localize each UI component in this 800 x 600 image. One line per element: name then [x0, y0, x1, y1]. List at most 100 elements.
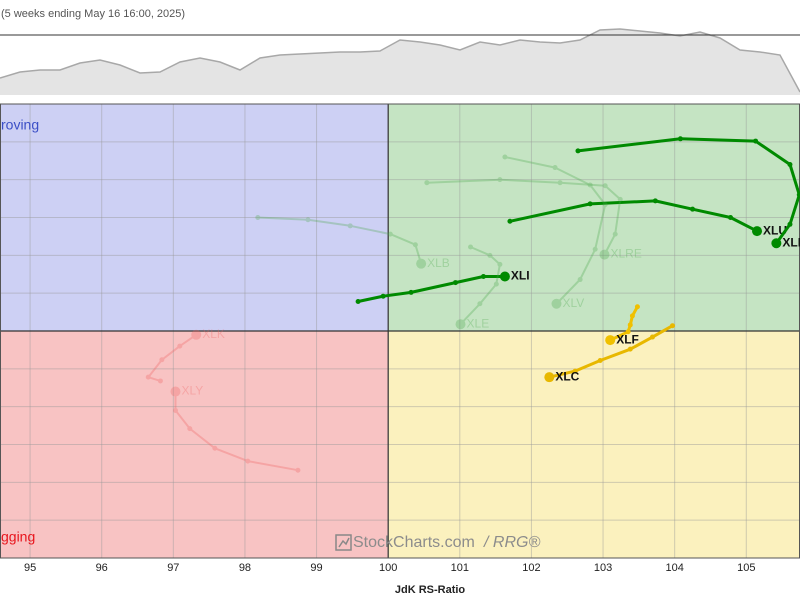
tail-point: [652, 198, 658, 204]
tail-head: [551, 298, 562, 309]
tail-point: [355, 298, 361, 304]
series-label: XLY: [181, 384, 203, 398]
tail-point: [627, 322, 633, 328]
tail-line: [504, 156, 607, 305]
watermark-icon: [338, 537, 350, 548]
rrg-tail: XLI: [355, 269, 530, 304]
tail-point: [649, 334, 655, 340]
rrg-plot: roving gging StockCharts.com / RRG® XLUXLP XL…: [0, 103, 800, 559]
tail-point: [575, 148, 581, 154]
tail-head: [752, 226, 763, 237]
tail-point: [305, 217, 311, 223]
tail-point: [572, 368, 578, 374]
tail-point: [597, 358, 603, 364]
tail-point: [187, 426, 193, 432]
benchmark-area: [0, 29, 800, 95]
x-tick-label: 95: [24, 562, 36, 574]
tail-point: [408, 289, 414, 295]
benchmark-line: [0, 28, 800, 93]
rrg-tail: XLRE: [424, 177, 642, 261]
tail-point: [245, 458, 251, 464]
tail-point: [295, 467, 301, 473]
tail-line: [257, 216, 423, 264]
x-tick-label: 100: [379, 562, 397, 574]
rrg-tail: XLP: [575, 136, 800, 249]
rrg-tail: XLV: [502, 154, 608, 310]
series-label: XLB: [427, 256, 450, 270]
tail-point: [627, 346, 633, 352]
tail-point: [477, 301, 483, 307]
series-label: XLI: [511, 269, 530, 283]
tail-point: [424, 180, 430, 186]
chart-subtitle: (5 weeks ending May 16 16:00, 2025): [1, 8, 185, 20]
tail-point: [787, 162, 793, 168]
quadrant: [388, 331, 800, 558]
tail-point: [157, 378, 163, 384]
tail-point: [412, 242, 418, 248]
quadrant: [0, 104, 389, 331]
tail-head: [191, 329, 202, 340]
x-tick-label: 102: [522, 562, 540, 574]
series-label: XLK: [202, 327, 225, 341]
tail-head: [455, 319, 466, 330]
rrg-tail: XLU: [507, 198, 787, 237]
tail-point: [177, 343, 183, 349]
tail-point: [480, 274, 486, 280]
rrg-tail: XLK: [145, 327, 225, 384]
series-label: XLU: [763, 223, 787, 237]
tail-head: [599, 249, 610, 260]
x-tick-label: 105: [737, 562, 755, 574]
tail-point: [552, 165, 558, 171]
tail-point: [629, 313, 635, 319]
tail-point: [493, 281, 499, 287]
x-tick-label: 101: [451, 562, 469, 574]
tail-point: [625, 329, 631, 335]
tail-head: [544, 372, 555, 383]
tail-point: [617, 196, 623, 202]
tail-point: [602, 202, 608, 208]
x-tick-label: 98: [239, 562, 251, 574]
tail-head: [771, 238, 782, 249]
tail-head: [499, 271, 510, 282]
watermark: / RRG®: [483, 534, 540, 551]
x-tick-label: 97: [167, 562, 179, 574]
tail-line: [174, 391, 299, 472]
tail-point: [497, 261, 503, 267]
benchmark-panel: [0, 28, 800, 95]
tail-line: [459, 246, 501, 325]
tail-point: [212, 445, 218, 451]
tail-point: [728, 215, 734, 220]
rrg-tail: XLB: [255, 215, 450, 270]
tail-line: [357, 275, 505, 303]
tail-point: [468, 244, 474, 250]
tail-point: [753, 138, 759, 144]
rrg-tail: XLF: [605, 304, 640, 346]
tail-point: [347, 223, 353, 229]
tail-point: [787, 221, 793, 227]
tail-line: [147, 333, 197, 382]
tail-point: [677, 136, 683, 142]
tail-point: [577, 277, 583, 283]
tail-point: [453, 280, 459, 286]
tail-point: [159, 357, 165, 363]
tail-point: [145, 374, 151, 380]
tail-point: [507, 218, 513, 224]
tail-point: [587, 182, 593, 188]
x-axis-title: JdK RS-Ratio: [395, 584, 466, 596]
tail-line: [426, 178, 622, 256]
series-label: XLE: [467, 316, 490, 330]
tail-line: [548, 324, 674, 379]
tail-point: [497, 177, 503, 183]
tail-point: [796, 192, 800, 198]
tail-point: [387, 231, 393, 237]
tail-head: [170, 386, 181, 397]
watermark: StockCharts.com: [353, 534, 475, 551]
rrg-tail: XLE: [455, 244, 503, 330]
tail-line: [509, 199, 758, 233]
tail-point: [592, 246, 598, 252]
tail-point: [172, 407, 178, 413]
x-tick-label: 96: [96, 562, 108, 574]
tail-point: [380, 293, 386, 299]
